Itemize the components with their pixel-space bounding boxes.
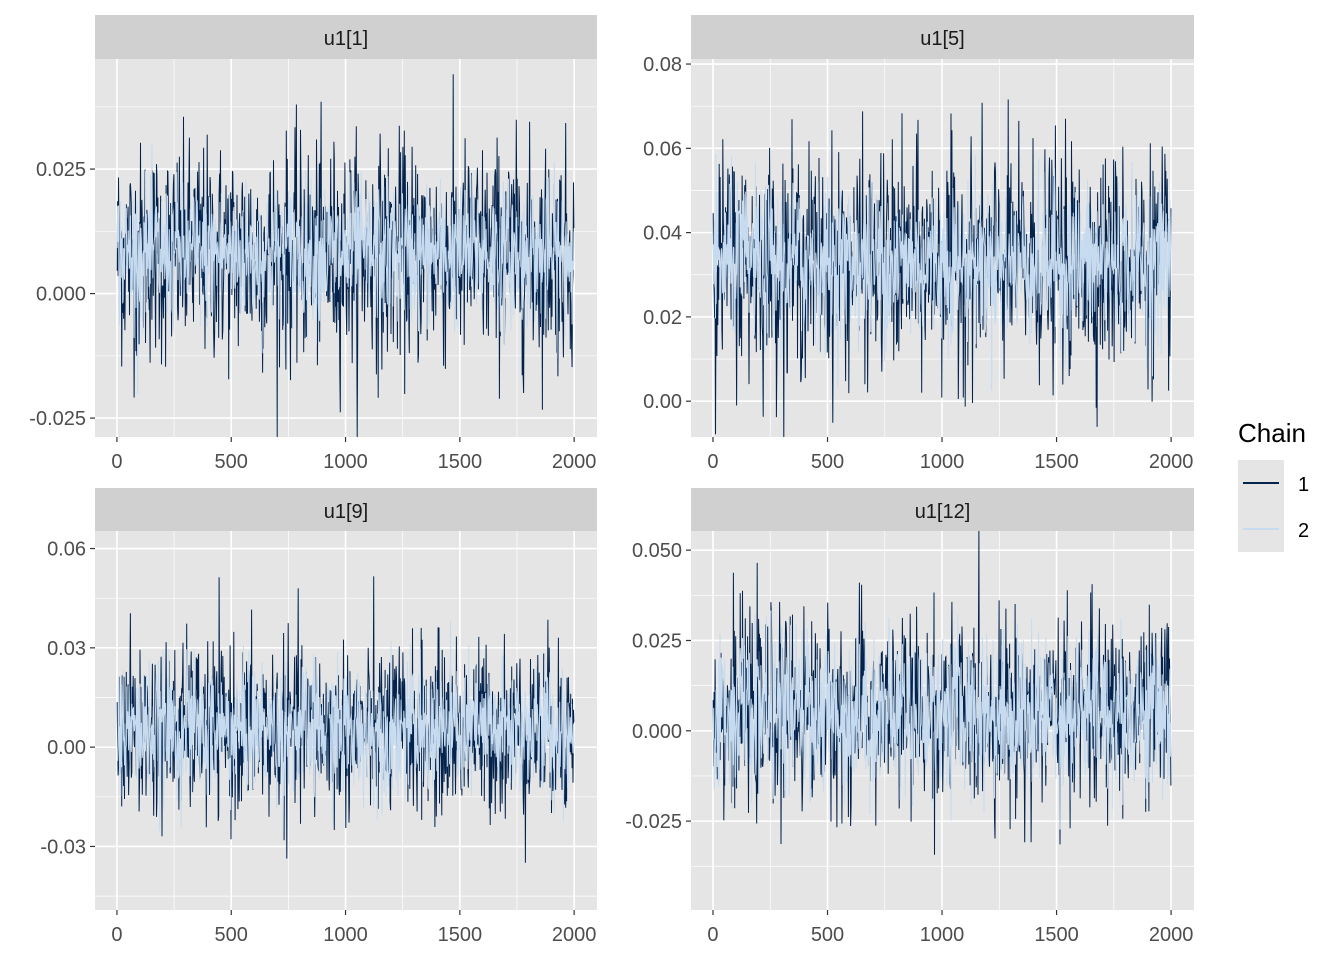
y-tick-label: 0.025 (36, 159, 86, 181)
x-tick-label: 1000 (920, 924, 965, 946)
x-tick-label: 1000 (323, 924, 368, 946)
y-tick-label: 0.03 (47, 638, 86, 660)
y-tick-label: 0.050 (632, 540, 682, 562)
trace-line-chain-2 (712, 610, 1172, 830)
y-tick-label: 0.08 (643, 54, 682, 76)
facet-strip (95, 488, 597, 531)
facet-title: u1[9] (324, 501, 368, 523)
facet-title: u1[12] (915, 501, 971, 523)
facet-strip (95, 15, 597, 59)
x-tick-label: 1000 (920, 451, 965, 473)
trace-line-chain-2 (712, 153, 1172, 391)
x-tick-label: 0 (707, 451, 718, 473)
facet-panel: u1[12] 0 500 1000 1500 2000 -0.025 0.000 0.025 0.… (625, 488, 1194, 946)
legend-label-chain-2: 2 (1298, 520, 1309, 542)
y-tick-label: 0.00 (643, 391, 682, 413)
y-tick-label: 0.000 (36, 284, 86, 306)
y-tick-label: 0.06 (643, 138, 682, 160)
x-tick-label: 0 (111, 451, 122, 473)
facet-panel: u1[9] 0 500 1000 1500 2000 -0.03 0.00 0.03 0.06 (40, 488, 597, 946)
y-tick-label: -0.025 (625, 811, 682, 833)
trace-line-chain-2 (116, 621, 575, 835)
facet-panel: u1[5] 0 500 1000 1500 2000 0.00 0.02 0.04 0.06 0.0… (643, 15, 1194, 473)
y-tick-label: 0.000 (632, 721, 682, 743)
facet-strip (691, 488, 1194, 531)
x-tick-label: 500 (811, 451, 844, 473)
y-tick-label: 0.06 (47, 539, 86, 561)
y-tick-label: 0.00 (47, 737, 86, 759)
x-tick-label: 1500 (438, 924, 483, 946)
facet-title: u1[1] (324, 28, 368, 50)
x-tick-label: 2000 (1149, 924, 1194, 946)
y-tick-label: 0.04 (643, 223, 682, 245)
y-tick-label: -0.03 (40, 836, 86, 858)
facet-title: u1[5] (920, 28, 964, 50)
y-tick-label: -0.025 (29, 408, 86, 430)
x-tick-label: 2000 (552, 451, 597, 473)
y-tick-label: 0.02 (643, 307, 682, 329)
x-tick-label: 500 (215, 924, 248, 946)
x-tick-label: 1500 (1034, 451, 1079, 473)
x-tick-label: 0 (707, 924, 718, 946)
facet-strip (691, 15, 1194, 59)
trace-line-chain-2 (116, 143, 575, 394)
y-tick-label: 0.025 (632, 630, 682, 652)
x-tick-label: 500 (215, 451, 248, 473)
facet-panels: u1[1]0 500 1000 1500 2000-0.0250.0000.025u1[… (29, 15, 1194, 946)
facet-panel: u1[1] 0 500 1000 1500 2000 -0.025 0.000 0.025 (29, 15, 597, 473)
x-tick-label: 0 (111, 924, 122, 946)
x-tick-label: 2000 (1149, 451, 1194, 473)
x-tick-label: 1500 (438, 451, 483, 473)
legend-label-chain-1: 1 (1298, 474, 1309, 496)
legend-title: Chain (1238, 418, 1306, 448)
legend: Chain 1 2 (1238, 418, 1309, 552)
x-tick-label: 1000 (323, 451, 368, 473)
x-tick-label: 500 (811, 924, 844, 946)
x-tick-label: 2000 (552, 924, 597, 946)
x-tick-label: 1500 (1034, 924, 1079, 946)
